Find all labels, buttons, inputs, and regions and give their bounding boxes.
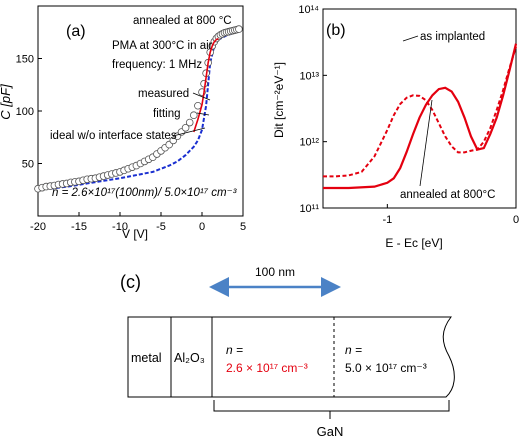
legend-annealed: annealed at 800°C bbox=[400, 189, 495, 201]
point-measured bbox=[185, 118, 194, 127]
series-ideal bbox=[37, 30, 240, 191]
leader-measured bbox=[192, 92, 211, 101]
panel-b-xtick-label: -1 bbox=[382, 214, 392, 226]
panel-a-xtick-label: -15 bbox=[71, 221, 87, 233]
region1-doping: 2.6 × 10¹⁷ cm⁻³ bbox=[226, 361, 308, 375]
panel-a-annotation-anneal: annealed at 800 °C bbox=[133, 15, 232, 27]
leader-ideal bbox=[172, 127, 206, 137]
panel-b: Dit [cm⁻²eV⁻¹] -1 0 10¹¹ 10¹² 10¹³ 10¹⁴ (b) a… bbox=[272, 4, 519, 250]
point-measured bbox=[235, 25, 243, 33]
panel-a-xtick-label: -20 bbox=[30, 221, 46, 233]
panel-a: C [pF] -20 -15 -10 -5 0 5 50 100 150 (a) anneale… bbox=[0, 5, 246, 241]
panel-b-ytick-label: 10¹¹ bbox=[299, 203, 319, 215]
metal-label: metal bbox=[131, 351, 162, 365]
panel-a-xtick-label: 5 bbox=[240, 221, 246, 233]
panel-b-ytick-label: 10¹³ bbox=[299, 70, 319, 82]
series-fitting bbox=[193, 37, 219, 133]
panel-a-annotation-frequency: frequency: 1 MHz bbox=[112, 59, 202, 71]
panel-b-label: (b) bbox=[326, 22, 346, 39]
panel-a-xtick-label: -5 bbox=[156, 221, 166, 233]
panel-c-label: (c) bbox=[120, 272, 141, 292]
width-label: 100 nm bbox=[255, 265, 295, 279]
point-measured bbox=[200, 79, 208, 88]
point-measured bbox=[181, 124, 190, 132]
legend-as-implanted: as implanted bbox=[420, 31, 485, 43]
panel-b-ytick-label: 10¹⁴ bbox=[298, 4, 319, 16]
leader-annealed bbox=[419, 99, 433, 187]
panel-a-xtick-label: -10 bbox=[112, 221, 128, 233]
leader-fitting bbox=[196, 112, 210, 116]
panel-c: (c) 100 nm metal Al₂O₃ n = 2.6 × 10¹⁷ cm… bbox=[120, 265, 455, 439]
point-measured bbox=[190, 111, 198, 119]
gan-bracket bbox=[213, 400, 450, 412]
panel-a-annotation-doping: n = 2.6×10¹⁷(100nm)/ 5.0×10¹⁷ cm⁻³ bbox=[52, 187, 238, 199]
panel-a-label: (a) bbox=[66, 23, 86, 40]
region1-n: n = bbox=[226, 343, 243, 357]
panel-a-ytick-label: 150 bbox=[16, 54, 34, 66]
panel-a-plot: -20 -15 -10 -5 0 5 50 100 150 bbox=[16, 5, 246, 233]
panel-b-frame bbox=[322, 8, 517, 209]
panel-b-ytick-label: 10¹² bbox=[299, 137, 319, 149]
legend-ideal: ideal w/o interface states bbox=[50, 130, 177, 142]
series-annealed bbox=[323, 43, 518, 190]
panel-a-annotation-pma: PMA at 300°C in air bbox=[112, 40, 213, 52]
panel-a-xlabel: V [V] bbox=[122, 227, 148, 241]
panel-a-ytick-label: 100 bbox=[16, 106, 34, 118]
series-as-implanted bbox=[323, 46, 517, 178]
panel-b-xtick-label: 0 bbox=[513, 214, 519, 226]
panel-a-xtick-label: 0 bbox=[199, 221, 205, 233]
panel-a-ylabel: C [pF] bbox=[0, 84, 13, 120]
panel-a-ytick-label: 50 bbox=[22, 159, 34, 171]
panel-b-ylabel: Dit [cm⁻²eV⁻¹] bbox=[272, 62, 286, 138]
region2-doping: 5.0 × 10¹⁷ cm⁻³ bbox=[345, 361, 427, 375]
region2-n: n = bbox=[345, 343, 362, 357]
device-outline bbox=[127, 316, 455, 398]
leader-as-implanted bbox=[402, 35, 419, 42]
gan-label: GaN bbox=[317, 424, 344, 439]
panel-b-xlabel: E - Ec [eV] bbox=[385, 236, 442, 250]
panel-b-plot: -1 0 10¹¹ 10¹² 10¹³ 10¹⁴ bbox=[298, 4, 519, 226]
legend-fitting: fitting bbox=[153, 108, 181, 120]
legend-measured: measured bbox=[138, 88, 189, 100]
oxide-label: Al₂O₃ bbox=[174, 351, 205, 365]
